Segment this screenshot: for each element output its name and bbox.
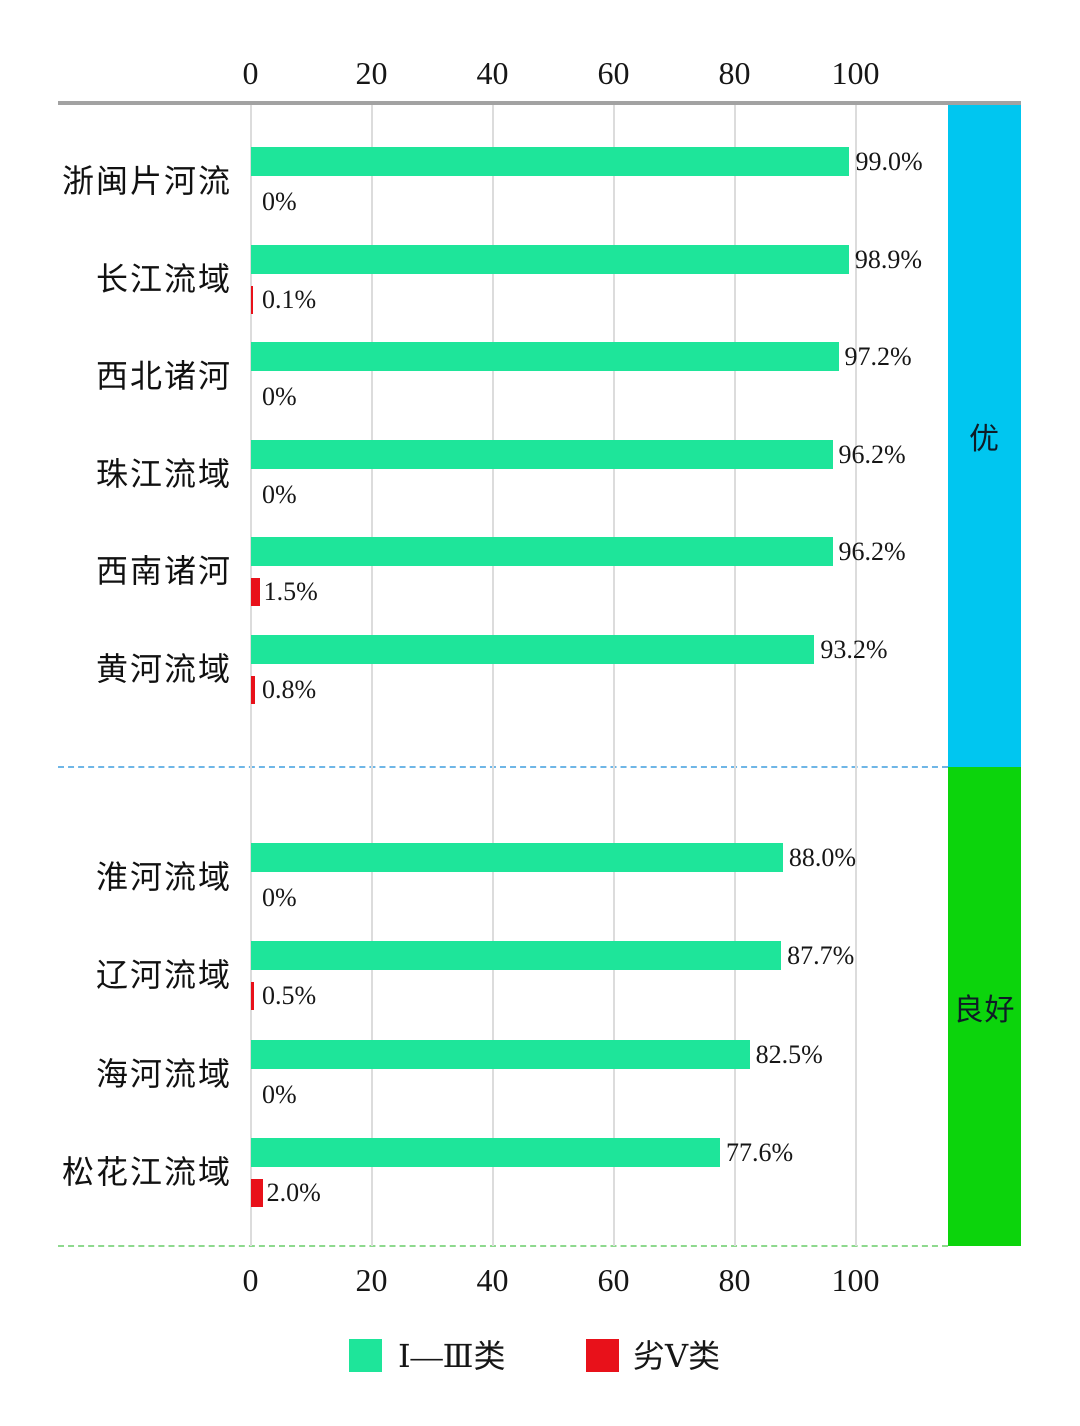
- worse-v-value-label: 0.8%: [262, 674, 317, 704]
- grade-label-good: 良好: [953, 993, 1016, 1027]
- worse-v-value-label: 0%: [262, 883, 297, 912]
- worse-v-value-label: 0%: [262, 382, 297, 411]
- section-separator-dashed-line: [58, 766, 948, 768]
- class-1-3-bar: [250, 244, 849, 274]
- x-axis-tick-label-bottom: 100: [831, 1262, 880, 1298]
- worse-v-bar: [250, 982, 254, 1010]
- class-1-3-bar: [250, 439, 833, 469]
- legend-label-class1-3: Ⅰ—Ⅲ类: [398, 1338, 506, 1374]
- x-axis-tick-label-top: 100: [831, 55, 880, 91]
- legend-swatch-worse-v: [586, 1339, 619, 1372]
- x-axis-tick-label-top: 40: [476, 55, 509, 91]
- category-label: 辽河流域: [95, 957, 232, 993]
- x-axis-tick-label-bottom: 80: [718, 1262, 751, 1298]
- class-1-3-bar: [250, 147, 850, 176]
- class-1-3-value-label: 88.0%: [788, 843, 857, 872]
- category-label: 西南诸河: [95, 553, 232, 589]
- x-axis-tick-label-top: 20: [355, 55, 388, 91]
- gridline: [733, 105, 736, 1246]
- x-axis-tick-label-top: 80: [718, 55, 751, 91]
- class-1-3-bar: [250, 537, 833, 566]
- worse-v-value-label: 0.1%: [262, 284, 317, 314]
- class-1-3-bar: [250, 1040, 750, 1069]
- chart-bottom-dashed-line: [58, 1245, 948, 1247]
- class-1-3-bar: [250, 843, 783, 872]
- worse-v-bar: [250, 578, 260, 606]
- class-1-3-value-label: 96.2%: [838, 537, 906, 566]
- category-label: 珠江流域: [95, 455, 232, 492]
- worse-v-value-label: 0.5%: [262, 981, 317, 1010]
- worse-v-value-label: 0%: [262, 479, 297, 509]
- x-axis-tick-label-bottom: 60: [597, 1262, 630, 1298]
- class-1-3-value-label: 82.5%: [755, 1040, 823, 1069]
- worse-v-bar: [250, 675, 256, 704]
- class-1-3-bar: [250, 342, 839, 371]
- grade-label-excellent: 优: [969, 423, 1000, 456]
- x-axis-tick-label-bottom: 20: [355, 1262, 388, 1298]
- gridline: [370, 105, 373, 1246]
- class-1-3-value-label: 98.9%: [854, 244, 923, 274]
- category-label: 浙闽片河流: [61, 163, 232, 199]
- category-label: 长江流域: [95, 260, 232, 297]
- worse-v-value-label: 1.5%: [263, 577, 318, 606]
- class-1-3-bar: [250, 941, 782, 970]
- class-1-3-value-label: 77.6%: [725, 1138, 794, 1167]
- x-axis-tick-label-bottom: 0: [242, 1262, 259, 1298]
- x-axis-tick-label-top: 60: [597, 55, 630, 91]
- class-1-3-value-label: 99.0%: [855, 147, 923, 176]
- category-label: 黄河流域: [95, 650, 232, 687]
- category-label: 海河流域: [95, 1056, 232, 1092]
- top-axis-line: [58, 101, 1021, 105]
- legend-swatch-class1-3: [349, 1339, 382, 1372]
- worse-v-bar: [250, 1179, 263, 1207]
- worse-v-value-label: 2.0%: [266, 1178, 321, 1207]
- class-1-3-value-label: 97.2%: [844, 342, 912, 371]
- grade-band-excellent: 优: [948, 105, 1021, 767]
- x-axis-tick-label-top: 0: [242, 55, 259, 91]
- category-label: 淮河流域: [95, 859, 232, 895]
- x-axis-tick-label-bottom: 40: [476, 1262, 509, 1298]
- category-label: 西北诸河: [95, 358, 232, 394]
- class-1-3-value-label: 93.2%: [820, 634, 888, 664]
- gridline: [491, 105, 494, 1246]
- class-1-3-value-label: 96.2%: [838, 439, 906, 469]
- gridline: [612, 105, 615, 1246]
- class-1-3-bar: [250, 1138, 720, 1167]
- category-label: 松花江流域: [61, 1154, 232, 1190]
- worse-v-value-label: 0%: [262, 1080, 297, 1109]
- grade-band-good: 良好: [948, 767, 1021, 1246]
- gridline: [854, 105, 857, 1246]
- legend-label-worse-v: 劣Ⅴ类: [633, 1338, 721, 1374]
- class-1-3-value-label: 87.7%: [787, 941, 855, 970]
- worse-v-bar: [250, 285, 253, 314]
- worse-v-value-label: 0%: [262, 187, 297, 216]
- class-1-3-bar: [250, 634, 815, 664]
